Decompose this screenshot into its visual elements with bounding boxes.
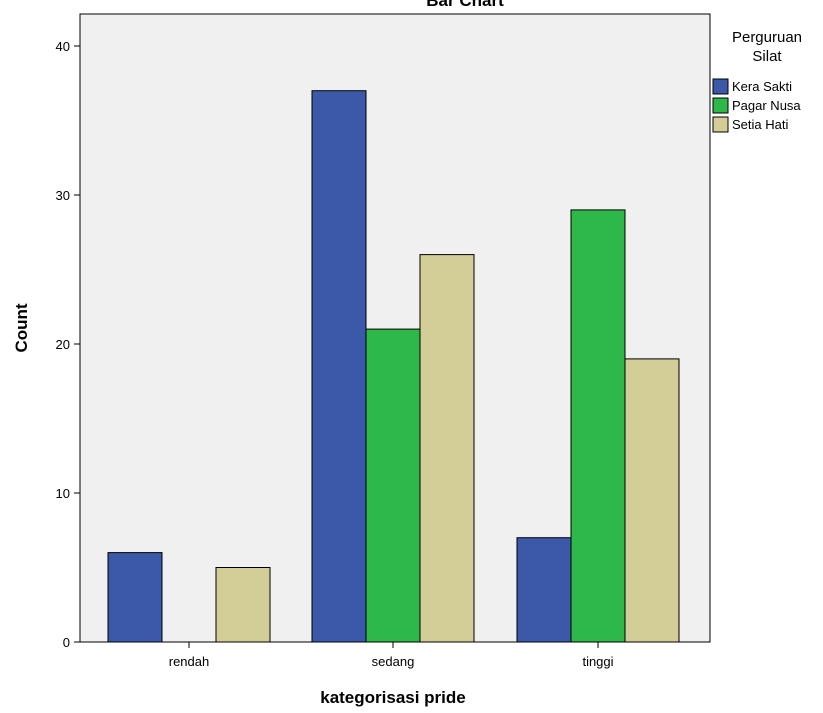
chart-title: Bar Chart [426, 0, 504, 10]
legend-label-pagar-nusa: Pagar Nusa [732, 98, 801, 113]
x-tick-label-tinggi: tinggi [582, 654, 613, 669]
bar-kera-sakti-sedang [311, 90, 367, 643]
legend-title-line-1: Perguruan [732, 29, 802, 46]
bar-pagar-nusa-sedang [365, 328, 421, 643]
bar-pagar-nusa-tinggi [570, 209, 626, 643]
y-tick-label: 20 [56, 337, 70, 352]
legend-label-setia-hati: Setia Hati [732, 117, 788, 132]
bars-group [107, 90, 680, 643]
legend-label-kera-sakti: Kera Sakti [732, 79, 792, 94]
legend: Perguruan Silat Kera Sakti Pagar Nusa Seti… [712, 29, 802, 133]
y-tick-label: 0 [63, 635, 70, 650]
legend-swatch-setia-hati [712, 116, 729, 133]
bar-setia-hati-sedang [419, 254, 475, 643]
y-tick-label: 10 [56, 486, 70, 501]
bar-kera-sakti-rendah [107, 552, 163, 643]
y-axis-title: Count [12, 303, 31, 352]
x-tick-label-sedang: sedang [372, 654, 415, 669]
x-axis-title: kategorisasi pride [320, 688, 466, 707]
x-axis: rendah sedang tinggi [169, 642, 614, 669]
legend-title-line-2: Silat [752, 48, 782, 65]
legend-swatch-pagar-nusa [712, 97, 729, 114]
bar-kera-sakti-tinggi [516, 537, 572, 643]
x-tick-label-rendah: rendah [169, 654, 209, 669]
y-tick-label: 40 [56, 39, 70, 54]
bar-setia-hati-tinggi [624, 358, 680, 643]
y-axis: 0 10 20 30 40 [56, 39, 80, 650]
y-tick-label: 30 [56, 188, 70, 203]
legend-swatch-kera-sakti [712, 78, 729, 95]
bar-setia-hati-rendah [215, 567, 271, 643]
